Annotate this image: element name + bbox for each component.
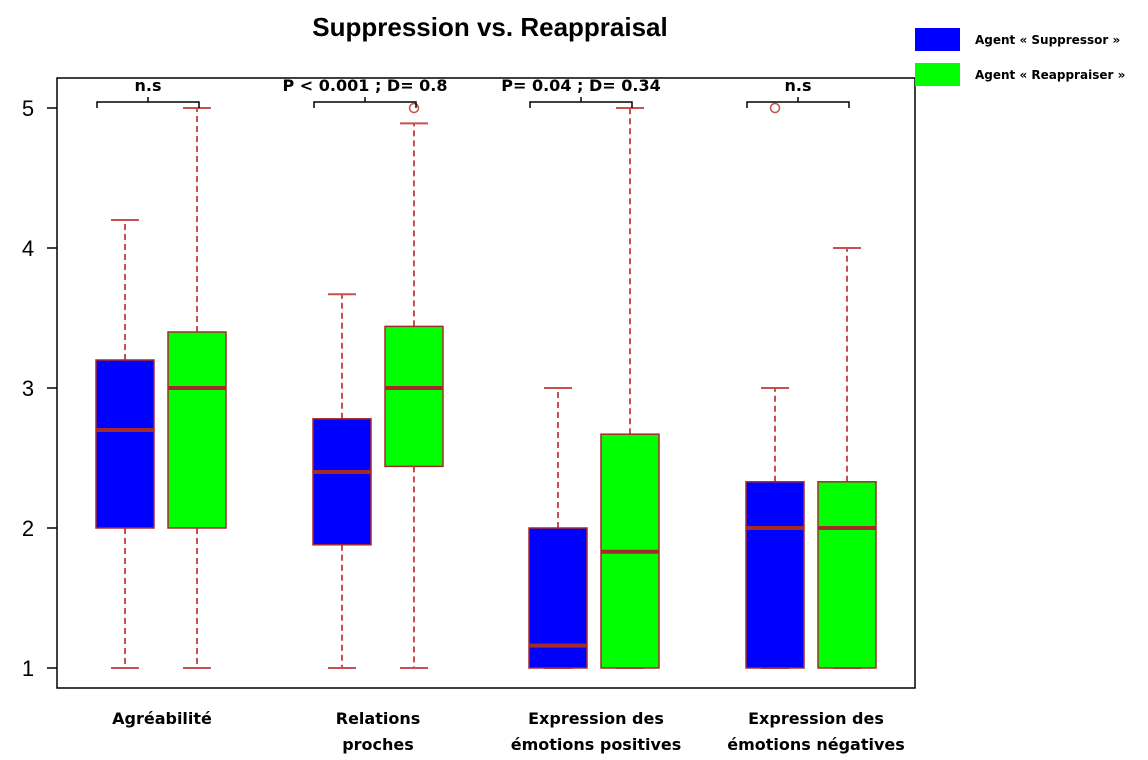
box-reappraiser: [600, 107, 660, 669]
legend-label-suppressor: Agent « Suppressor »: [975, 33, 1120, 47]
plot-frame: [56, 77, 916, 689]
iqr-box: [817, 481, 877, 669]
box-suppressor: [528, 387, 588, 669]
iqr-box: [384, 325, 444, 468]
legend: Agent « Suppressor » Agent « Reappraiser …: [915, 28, 1125, 86]
y-tick-label: 5: [22, 96, 34, 121]
x-tick-label: émotions négatives: [727, 735, 905, 754]
iqr-box: [95, 359, 155, 529]
significance-label: n.s: [135, 76, 162, 95]
legend-swatch-suppressor: [915, 28, 960, 51]
iqr-box: [312, 418, 372, 546]
chart-title: Suppression vs. Reappraisal: [312, 12, 667, 42]
significance-bracket: [313, 101, 417, 108]
y-tick-label: 3: [22, 376, 34, 401]
x-tick-label: Expression des: [528, 709, 664, 728]
x-tick-label: Expression des: [748, 709, 884, 728]
x-tick-label: Relations: [336, 709, 421, 728]
x-tick-label: émotions positives: [511, 735, 682, 754]
x-tick-label: proches: [342, 735, 414, 754]
outlier-point: [408, 102, 420, 114]
box-reappraiser: [817, 247, 877, 669]
y-axis: 1 2 3 4 5: [22, 96, 57, 681]
box-suppressor: [95, 219, 155, 669]
significance-label: P < 0.001 ; D= 0.8: [282, 76, 447, 95]
iqr-box: [167, 331, 227, 529]
x-tick-label: Agréabilité: [112, 709, 212, 728]
x-axis-labels: Agréabilité Relations proches Expression de…: [112, 709, 905, 754]
box-reappraiser: [384, 102, 444, 669]
box-suppressor: [312, 293, 372, 669]
significance-label: P= 0.04 ; D= 0.34: [501, 76, 660, 95]
significance-bracket: [746, 101, 850, 108]
y-tick-label: 1: [22, 656, 34, 681]
box-reappraiser: [167, 107, 227, 669]
y-tick-label: 2: [22, 516, 34, 541]
y-tick-label: 4: [22, 236, 34, 261]
significance-annotations: n.s P < 0.001 ; D= 0.8 P= 0.04 ; D= 0.34 n.…: [96, 76, 850, 108]
box-suppressor: [745, 102, 805, 669]
legend-swatch-reappraiser: [915, 63, 960, 86]
significance-label: n.s: [785, 76, 812, 95]
box-groups: [95, 102, 877, 669]
iqr-box: [745, 481, 805, 669]
legend-label-reappraiser: Agent « Reappraiser »: [975, 68, 1125, 82]
outlier-point: [769, 102, 781, 114]
